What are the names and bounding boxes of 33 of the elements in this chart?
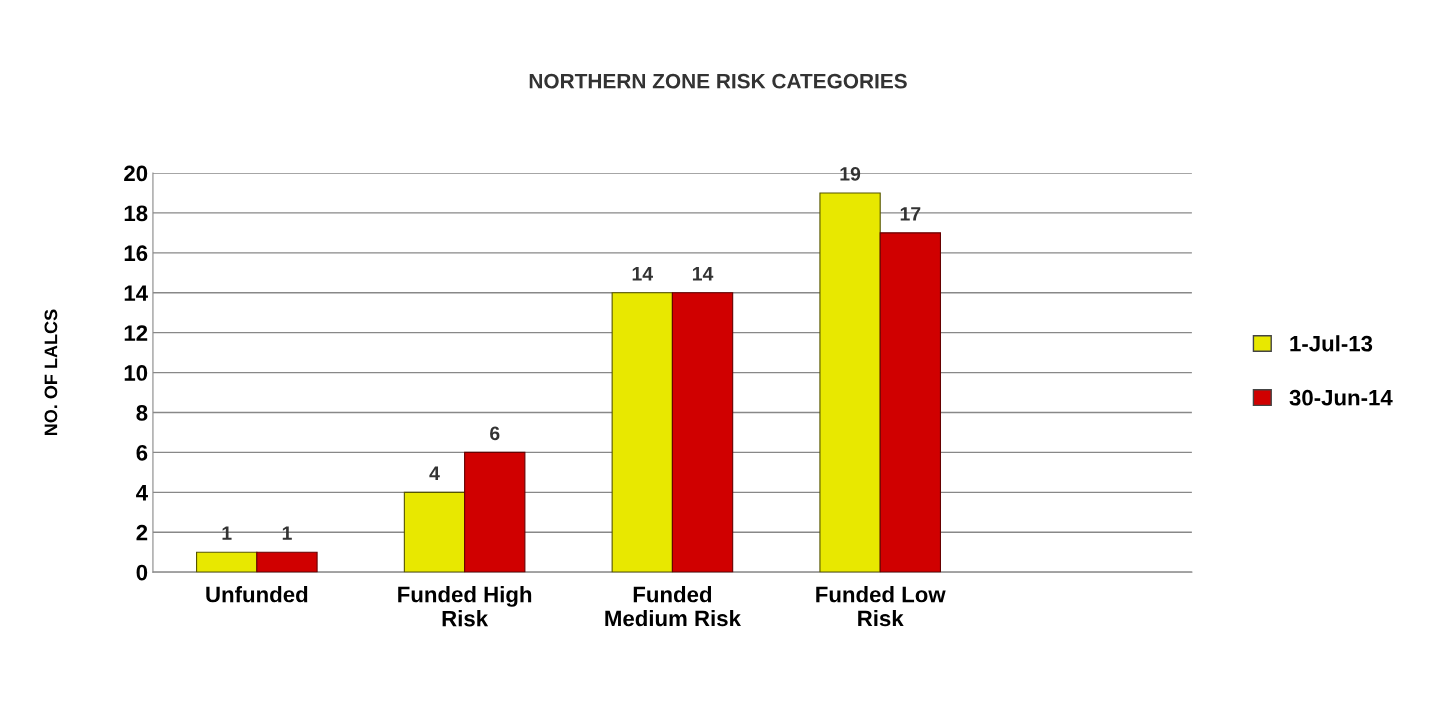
y-tick-label: 4 [136,485,148,501]
y-axis-title: NO. OF LALCS [44,309,58,436]
y-tick-label: 10 [124,365,148,381]
data-label: 17 [900,207,921,221]
y-tick-label: 6 [136,444,148,461]
bar [403,491,466,573]
bar [611,292,673,573]
bar [256,551,318,573]
chart-title: NORTHERN ZONE RISK CATEGORIES [529,73,907,89]
bar [879,232,942,573]
bar [464,451,526,573]
y-tick-label: 16 [124,245,148,262]
y-tick-label: 18 [124,205,148,222]
data-label: 14 [632,267,653,281]
bar [196,551,258,573]
y-tick-label: 8 [136,405,148,421]
data-label: 4 [429,466,440,480]
y-tick-label: 0 [136,564,148,581]
y-tick-label: 20 [124,165,148,182]
bar [819,192,881,573]
x-tick-label: Unfunded [206,586,308,603]
data-label: 14 [692,267,714,281]
y-tick-label: 12 [124,325,148,341]
bar [671,292,734,573]
legend-label: 1-Jul-13 [1290,335,1373,352]
data-label: 6 [490,426,500,441]
legend-label: 30-Jun-14 [1289,389,1393,406]
data-label: 19 [840,167,861,181]
x-tick-label: Funded Low Risk [816,586,946,627]
x-tick-label: Funded High Risk [398,586,532,627]
y-tick-label: 14 [124,285,148,301]
x-tick-label: Funded Medium Risk [605,586,741,627]
y-tick-label: 2 [136,524,148,541]
